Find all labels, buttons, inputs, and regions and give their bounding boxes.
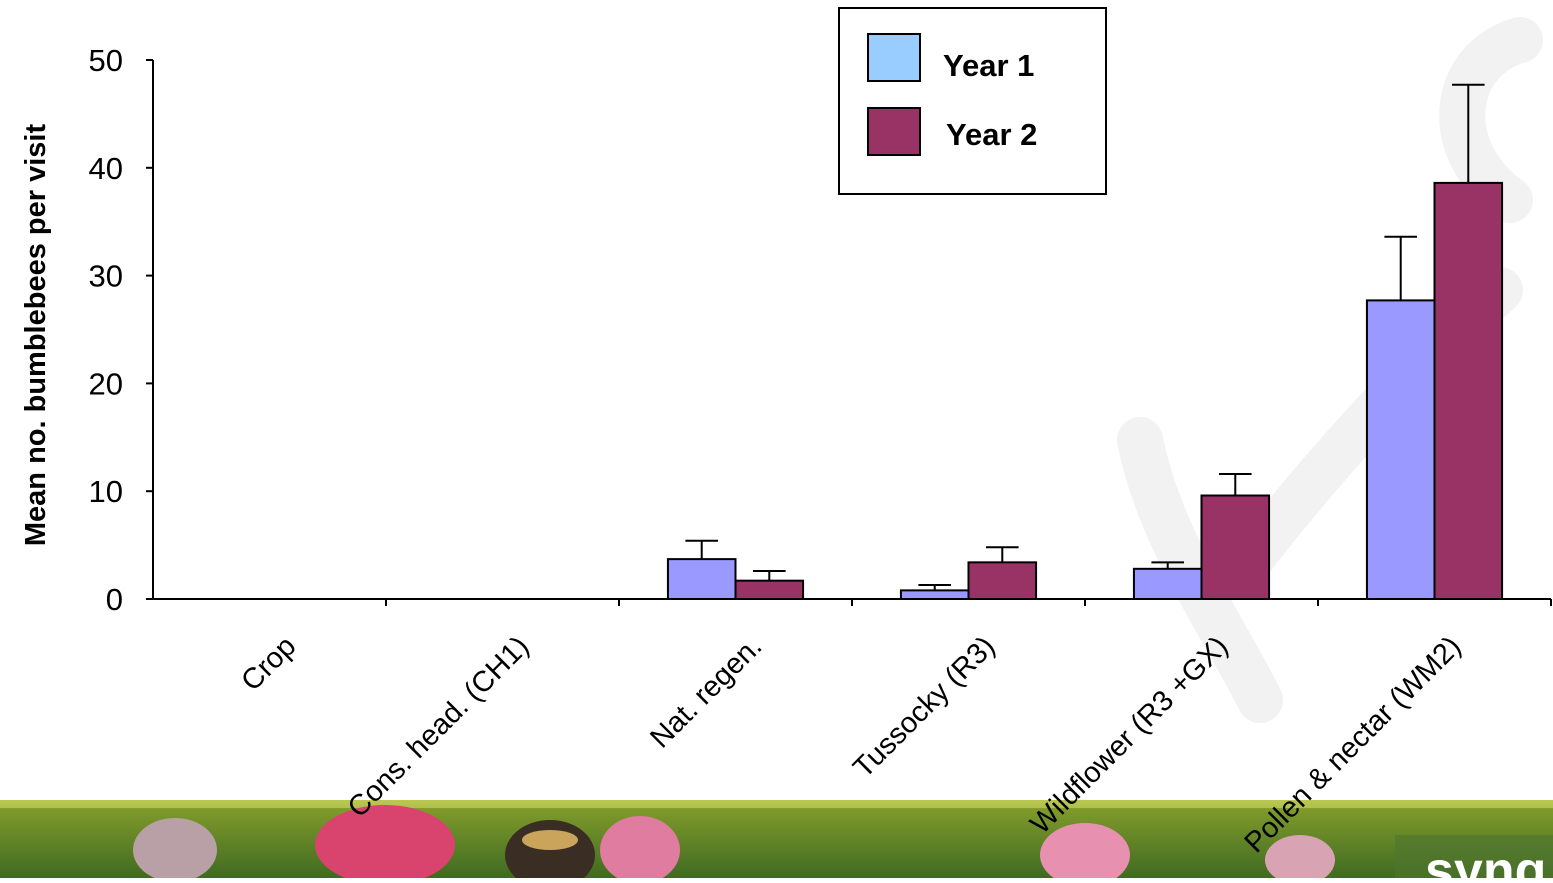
legend: Year 1 Year 2 bbox=[838, 7, 1107, 195]
y-tick-label: 40 bbox=[89, 151, 123, 186]
bar-year-1-nat-regen bbox=[666, 558, 737, 601]
y-tick-label: 20 bbox=[89, 366, 123, 401]
legend-swatch-year-1 bbox=[867, 33, 921, 82]
x-category-label: Nat. regen. bbox=[644, 630, 768, 754]
x-category-label: Tussocky (R3) bbox=[847, 630, 1001, 784]
y-tick-label: 50 bbox=[89, 43, 123, 78]
bar-year-1-pollen-nectar-wm2 bbox=[1365, 299, 1436, 600]
bar-year-1-tussocky-r3 bbox=[899, 589, 970, 600]
error-bars-group bbox=[685, 83, 1485, 591]
y-tick-label: 10 bbox=[89, 474, 123, 509]
bar-year-2-wildflower-r3-gx bbox=[1200, 494, 1271, 600]
legend-label-year-2: Year 2 bbox=[946, 117, 1037, 152]
footer-photo-strip: syng bbox=[0, 800, 1553, 883]
bumblebee-icon bbox=[505, 820, 595, 883]
y-axis-label: Mean no. bumblebees per visit bbox=[20, 124, 52, 547]
y-tick-label: 0 bbox=[106, 582, 123, 617]
legend-label-year-1: Year 1 bbox=[943, 48, 1034, 83]
x-category-label: Cons. head. (CH1) bbox=[342, 630, 536, 824]
x-category-label: Crop bbox=[235, 630, 302, 697]
y-tick-label: 30 bbox=[89, 259, 123, 294]
bar-year-2-pollen-nectar-wm2 bbox=[1433, 181, 1504, 600]
bar-year-2-nat-regen bbox=[734, 579, 805, 601]
clover-flower-icon bbox=[133, 805, 1335, 883]
bar-year-1-wildflower-r3-gx bbox=[1132, 567, 1203, 600]
bars-group bbox=[666, 181, 1504, 601]
bar-year-2-tussocky-r3 bbox=[967, 561, 1038, 601]
legend-swatch-year-2 bbox=[867, 107, 921, 156]
brand-logo-text: syng bbox=[1425, 842, 1546, 878]
axes: 0 10 20 30 40 50 bbox=[89, 43, 1552, 617]
